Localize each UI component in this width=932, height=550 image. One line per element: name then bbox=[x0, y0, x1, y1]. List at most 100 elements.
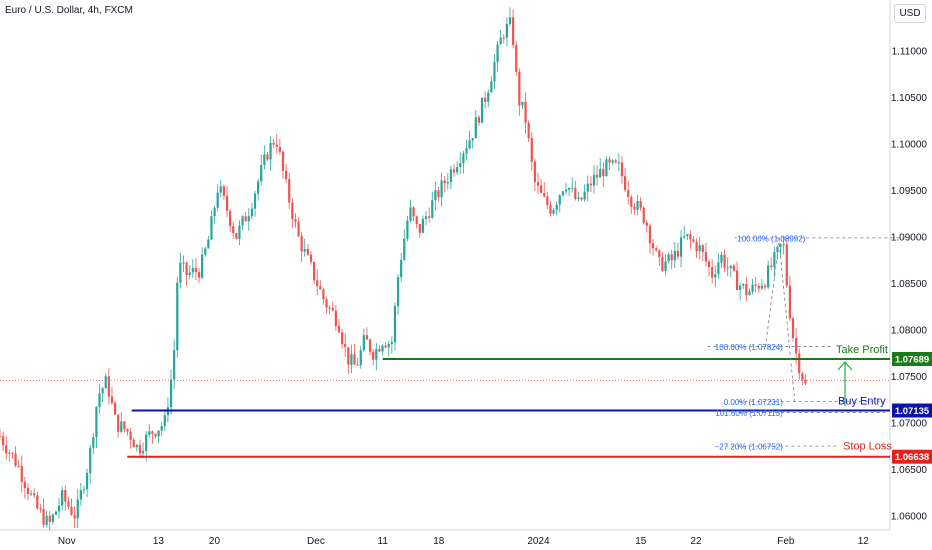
candle-body bbox=[316, 280, 319, 287]
candle-body bbox=[561, 191, 564, 196]
candle-body bbox=[331, 307, 334, 311]
candle-body bbox=[623, 176, 627, 191]
x-tick-label: 15 bbox=[635, 536, 647, 547]
candle-body bbox=[368, 339, 372, 352]
candle-body bbox=[322, 289, 325, 300]
candle-body bbox=[770, 265, 773, 268]
take-profit-label: Take Profit bbox=[836, 344, 888, 356]
candle-body bbox=[683, 236, 686, 238]
candle-body bbox=[415, 216, 418, 225]
level-price-badge bbox=[892, 403, 932, 418]
candle-body bbox=[107, 376, 110, 397]
candle-body bbox=[303, 248, 306, 252]
candle-body bbox=[79, 490, 82, 500]
candle-body bbox=[801, 373, 804, 380]
candle-body bbox=[57, 505, 61, 512]
candle-body bbox=[85, 473, 89, 490]
candle-body bbox=[67, 501, 70, 507]
candle-body bbox=[222, 186, 226, 196]
candle-body bbox=[428, 216, 431, 218]
x-tick-label: 22 bbox=[690, 536, 702, 547]
candle-body bbox=[129, 431, 132, 440]
candle-body bbox=[757, 285, 760, 289]
candle-body bbox=[64, 490, 67, 502]
x-tick-label: 2024 bbox=[527, 536, 550, 547]
candle-body bbox=[356, 364, 359, 366]
candle-body bbox=[645, 222, 648, 226]
candle-body bbox=[735, 270, 739, 290]
candle-body bbox=[611, 160, 614, 163]
candle-body bbox=[751, 284, 754, 292]
candle-body bbox=[574, 187, 577, 200]
candle-body bbox=[210, 216, 213, 240]
candle-body bbox=[533, 161, 536, 183]
y-tick-label: 1.06000 bbox=[891, 512, 928, 523]
candle-body bbox=[434, 190, 437, 201]
candle-body bbox=[689, 234, 692, 240]
candle-body bbox=[521, 101, 524, 106]
candle-body bbox=[527, 122, 530, 139]
candle-body bbox=[95, 407, 98, 438]
candle-body bbox=[201, 254, 204, 278]
candle-body bbox=[577, 197, 580, 200]
candle-body bbox=[42, 508, 45, 525]
candle-body bbox=[477, 117, 481, 123]
candle-body bbox=[176, 282, 179, 351]
candle-body bbox=[17, 465, 20, 467]
candle-body bbox=[704, 251, 708, 262]
candle-body bbox=[456, 167, 459, 173]
candle-body bbox=[334, 310, 337, 326]
candle-body bbox=[592, 174, 596, 186]
candle-body bbox=[558, 195, 561, 205]
candle-body bbox=[138, 444, 142, 454]
candle-body bbox=[51, 514, 54, 522]
candle-body bbox=[11, 452, 14, 454]
candle-body bbox=[571, 187, 574, 189]
candle-body bbox=[182, 262, 185, 264]
candle-body bbox=[285, 170, 288, 180]
candle-body bbox=[120, 421, 123, 432]
candle-body bbox=[381, 345, 384, 352]
candle-body bbox=[512, 17, 515, 46]
candle-body bbox=[33, 493, 36, 496]
candle-body bbox=[633, 206, 636, 210]
candle-body bbox=[216, 192, 219, 208]
candle-body bbox=[2, 436, 5, 446]
candle-body bbox=[291, 202, 294, 220]
candle-body bbox=[372, 351, 375, 360]
candle-body bbox=[340, 332, 344, 344]
candle-body bbox=[350, 354, 353, 365]
y-tick-label: 1.10500 bbox=[891, 93, 928, 104]
candle-body bbox=[113, 402, 117, 415]
candle-body bbox=[269, 142, 272, 160]
candle-body bbox=[70, 506, 73, 515]
candle-body bbox=[732, 265, 736, 271]
candle-body bbox=[359, 350, 362, 366]
currency-button[interactable]: USD bbox=[894, 4, 926, 23]
x-tick-label: Dec bbox=[307, 536, 325, 547]
candle-body bbox=[263, 154, 266, 166]
buy-entry-label: Buy Entry bbox=[838, 396, 886, 408]
candle-body bbox=[648, 225, 652, 244]
candle-body bbox=[281, 151, 285, 171]
candle-body bbox=[474, 117, 477, 139]
candle-body bbox=[707, 261, 711, 268]
candle-body bbox=[123, 421, 126, 430]
candle-body bbox=[695, 241, 698, 252]
candle-body bbox=[555, 204, 558, 210]
candle-body bbox=[767, 265, 770, 288]
candle-body bbox=[549, 205, 552, 214]
candle-body bbox=[701, 245, 704, 252]
level-price-value: 1.07689 bbox=[895, 355, 929, 366]
candle-body bbox=[266, 154, 269, 160]
candle-body bbox=[589, 183, 592, 186]
candle-body bbox=[459, 163, 462, 168]
candle-body bbox=[104, 376, 107, 389]
candle-body bbox=[568, 188, 571, 190]
candle-body bbox=[76, 499, 79, 519]
candle-body bbox=[642, 207, 645, 223]
candle-body bbox=[250, 208, 253, 217]
x-tick-label: 18 bbox=[433, 536, 445, 547]
candle-body bbox=[620, 162, 624, 177]
